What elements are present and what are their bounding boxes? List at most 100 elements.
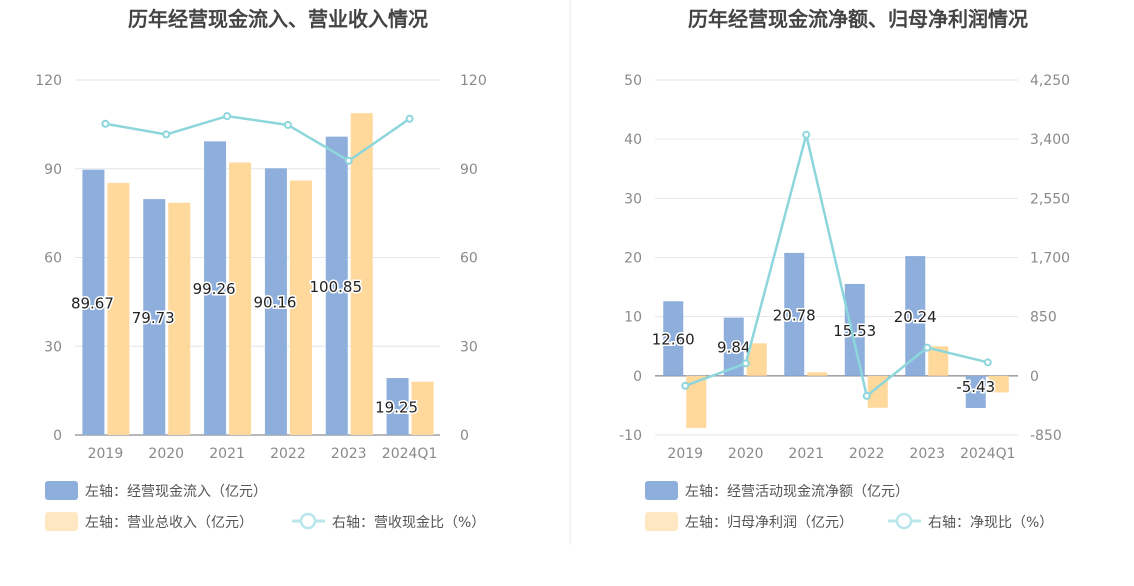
y-tick-label-right: 0: [460, 428, 469, 444]
y-tick-label-left: 120: [35, 73, 62, 89]
line-point: [344, 156, 353, 165]
y-tick-label-right: 60: [460, 251, 478, 267]
legend-swatch-bar: [645, 512, 678, 531]
bar-series-2: [746, 343, 767, 376]
legend-label: 左轴：经营现金流入（亿元）: [85, 484, 267, 500]
bar-series-2: [807, 372, 828, 376]
chart-2: 历年经营现金流净额、归母净利润情况 -10 -850 0 0 10 850 20 1,700 30…: [619, 7, 1070, 531]
line-point: [923, 343, 932, 352]
line-point: [283, 120, 292, 129]
data-label: 9.84: [717, 339, 750, 357]
bar-series-1: [844, 283, 865, 376]
y-tick-label-left: -10: [619, 428, 642, 444]
bar-series-1: [386, 378, 409, 435]
y-tick-label-right: 90: [460, 162, 478, 178]
bar-series-1: [905, 256, 926, 376]
y-tick-label-left: 0: [53, 428, 62, 444]
x-tick-label: 2020: [148, 446, 184, 462]
line-point: [983, 358, 992, 367]
y-tick-label-right: 1,700: [1030, 251, 1070, 267]
y-tick-label-left: 20: [624, 251, 642, 267]
y-tick-label-right: 2,550: [1030, 191, 1070, 207]
data-label: 20.24: [894, 308, 937, 326]
y-tick-label-left: 50: [624, 73, 642, 89]
data-label: 100.85: [310, 278, 363, 296]
line-series: [684, 134, 989, 399]
legend-swatch-bar: [645, 481, 678, 500]
chart-title: 历年经营现金流净额、归母净利润情况: [688, 7, 1028, 31]
y-tick-label-left: 30: [624, 191, 642, 207]
line-point: [802, 130, 811, 139]
data-label: 19.25: [375, 399, 418, 417]
y-tick-label-left: 0: [633, 369, 642, 385]
line-series: [105, 114, 411, 163]
bar-series-2: [928, 346, 949, 376]
bar-series-2: [168, 202, 191, 435]
x-tick-label: 2019: [667, 446, 703, 462]
y-tick-label-right: 3,400: [1030, 132, 1070, 148]
legend-swatch-bar: [45, 512, 78, 531]
bar-series-1: [325, 136, 348, 435]
bar-series-1: [204, 141, 227, 435]
y-tick-label-left: 90: [44, 162, 62, 178]
data-label: 79.73: [132, 309, 175, 327]
chart-title: 历年经营现金流入、营业收入情况: [128, 7, 428, 31]
x-tick-label: 2022: [270, 446, 306, 462]
data-label: 90.16: [253, 294, 296, 312]
line-point: [405, 114, 414, 123]
y-tick-label-right: -850: [1030, 428, 1062, 444]
legend-label: 左轴：经营活动现金流净额（亿元）: [685, 484, 909, 500]
y-tick-label-right: 0: [1030, 369, 1039, 385]
line-point: [162, 130, 171, 139]
line-point: [681, 381, 690, 390]
x-tick-label: 2021: [209, 446, 245, 462]
bar-series-2: [350, 113, 373, 435]
y-tick-label-left: 60: [44, 251, 62, 267]
line-point: [741, 359, 750, 368]
bar-series-1: [82, 169, 105, 435]
data-label: 15.53: [833, 322, 876, 340]
data-label: 89.67: [71, 294, 114, 312]
data-label: -5.43: [956, 378, 995, 396]
x-tick-label: 2020: [728, 446, 764, 462]
y-tick-label-right: 850: [1030, 310, 1057, 326]
bar-series-2: [107, 182, 130, 435]
y-tick-label-right: 120: [460, 73, 487, 89]
legend-label: 左轴：归母净利润（亿元）: [685, 514, 853, 531]
x-tick-label: 2023: [909, 446, 945, 462]
bar-series-2: [411, 381, 434, 435]
bar-series-2: [686, 375, 707, 428]
y-tick-label-right: 30: [460, 339, 478, 355]
data-label: 99.26: [193, 280, 236, 298]
x-tick-label: 2022: [849, 446, 885, 462]
legend-label: 右轴：净现比（%）: [928, 515, 1053, 531]
legend-label: 左轴：营业总收入（亿元）: [85, 515, 253, 531]
bar-series-1: [965, 375, 986, 408]
x-tick-label: 2024Q1: [960, 446, 1016, 462]
line-point: [223, 112, 232, 121]
legend-swatch-point: [299, 512, 317, 530]
y-tick-label-left: 30: [44, 339, 62, 355]
y-tick-label-right: 4,250: [1030, 73, 1070, 89]
legend: 左轴：经营现金流入（亿元） 左轴：营业总收入（亿元） 右轴：营收现金比（%）: [45, 481, 485, 531]
line-point: [862, 391, 871, 400]
data-label: 12.60: [652, 331, 695, 349]
y-tick-label-left: 10: [624, 310, 642, 326]
bar-series-1: [264, 168, 287, 435]
bar-series-2: [229, 162, 252, 435]
legend-label: 右轴：营收现金比（%）: [332, 515, 485, 531]
y-tick-label-left: 40: [624, 132, 642, 148]
line-point: [101, 119, 110, 128]
x-tick-label: 2023: [331, 446, 367, 462]
chart-1: 历年经营现金流入、营业收入情况 0 0 30 30 60 60 90 90 120 120 2019 2…: [35, 7, 487, 531]
bar-series-1: [723, 317, 744, 376]
bar-series-1: [784, 252, 805, 376]
data-label: 20.78: [773, 306, 816, 324]
bar-series-2: [988, 375, 1009, 393]
x-tick-label: 2024Q1: [382, 446, 438, 462]
x-tick-label: 2019: [88, 446, 124, 462]
legend-swatch-bar: [45, 481, 78, 500]
x-tick-label: 2021: [788, 446, 824, 462]
